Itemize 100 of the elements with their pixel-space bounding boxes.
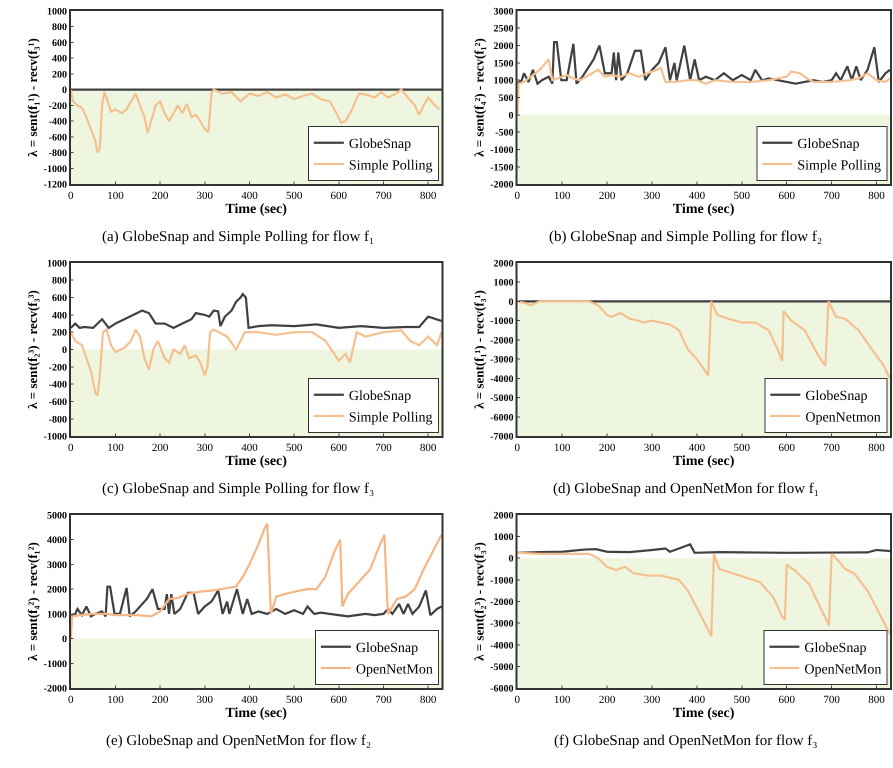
x-tick-label: 800 [868,442,886,454]
y-tick-label: 5000 [47,510,68,522]
y-axis-title: λ = sent(f₁¹) - recv(f₃¹) [472,290,487,409]
x-tick-label: 200 [598,442,616,454]
y-tick-label: 3000 [494,6,514,18]
y-tick-label: -2000 [490,180,514,191]
line-series [517,543,890,554]
legend-label: OpenNetMon [804,662,882,678]
legend-label: Simple Polling [348,158,432,174]
x-tick-label: 100 [107,442,124,454]
y-tick-label: 800 [52,276,68,287]
y-tick-label: -800 [48,148,68,160]
y-tick-label: -5000 [490,662,514,673]
y-tick-label: 2000 [494,258,514,270]
legend-label: GlobeSnap [805,389,868,404]
y-tick-label: -1000 [490,145,514,156]
y-tick-label: 1000 [494,532,514,544]
x-tick-label: 700 [375,442,392,454]
y-axis-title: λ = sent(f₄²) - recv(f₁²) [472,38,487,157]
x-tick-label: 200 [598,694,616,706]
x-tick-label: 500 [286,190,303,202]
x-tick-label: 400 [688,442,706,454]
x-tick-label: 700 [375,694,392,706]
y-tick-label: 1000 [47,6,68,18]
y-tick-label: -3000 [490,618,514,630]
legend-label: Simple Polling [348,410,432,426]
x-tick-label: 300 [644,694,661,706]
x-tick-label: 300 [196,694,214,706]
legend-label: GlobeSnap [797,137,860,152]
x-axis-title: Time (sec) [672,202,735,218]
x-tick-label: 100 [554,190,571,202]
y-tick-label: 2000 [47,584,68,596]
y-tick-label: -600 [48,132,68,144]
y-tick-label: -1000 [44,432,68,443]
x-tick-label: 500 [286,442,303,454]
text: (b) GlobeSnap and Simple Polling for flow f₂ [549,229,822,245]
y-tick-label: 0 [62,634,68,646]
x-axis-title: Time (sec) [225,706,288,722]
y-tick-label: 800 [52,22,68,34]
x-tick-label: 100 [554,694,571,706]
y-tick-label: -2000 [490,335,514,346]
x-tick-label: 200 [152,442,169,454]
x-tick-label: 100 [107,190,124,202]
y-tick-label: 3000 [47,560,68,571]
x-tick-label: 700 [375,190,392,202]
y-tick-label: -200 [48,362,68,374]
x-tick-label: 300 [196,190,214,202]
x-tick-label: 800 [420,190,437,202]
x-tick-label: 800 [420,694,437,706]
text: (a) GlobeSnap and Simple Polling for flow f₁ [102,229,374,245]
y-tick-label: 0 [508,554,514,565]
y-tick-label: 500 [498,93,514,104]
y-tick-label: -2000 [490,597,514,608]
y-tick-label: 0 [508,296,514,308]
text: (d) GlobeSnap and OpenNetMon for flow f₁ [553,481,820,497]
y-tick-label: -1000 [490,316,514,328]
line-series [517,300,890,380]
y-tick-label: 2000 [494,510,514,522]
y-tick-label: 1000 [47,609,68,620]
x-tick-label: 600 [330,694,348,706]
y-tick-label: -7000 [490,432,514,443]
line-series [70,522,442,640]
x-tick-label: 800 [420,442,437,454]
x-tick-label: 700 [823,694,840,706]
y-tick-label: -3000 [490,354,514,366]
x-tick-label: 200 [152,694,169,706]
y-tick-label: -4000 [490,640,514,652]
y-tick-label: -2000 [44,684,68,695]
y-tick-label: -5000 [490,393,514,404]
y-tick-label: 1000 [494,278,514,289]
y-tick-label: 1000 [494,76,514,87]
y-tick-label: 2500 [494,24,514,35]
line-series [517,40,890,85]
y-tick-label: -400 [48,380,68,391]
text: (e) GlobeSnap and OpenNetMon for flow f₂ [106,733,372,749]
legend-label: GlobeSnap [348,137,412,152]
x-tick-label: 400 [241,190,258,202]
y-tick-label: -500 [495,128,514,139]
x-tick-label: 200 [598,190,616,202]
y-axis-title: λ = sent(f₁¹) - recv(f₃¹) [25,38,40,157]
legend-label: OpenNetmon [805,410,881,426]
y-tick-label: -6000 [490,684,514,695]
x-tick-label: 300 [644,442,661,454]
legend-label: Simple Polling [797,158,881,174]
line-series [70,292,442,329]
y-axis-title: λ = sent(f₄²) - recv(f₁²) [25,542,40,661]
legend-label: GlobeSnap [356,641,418,656]
x-tick-label: 400 [241,442,258,454]
line-series [517,58,890,116]
line-series [517,552,890,638]
x-tick-label: 800 [868,694,886,706]
y-tick-label: 2000 [494,41,514,52]
x-axis-title: Time (sec) [672,706,735,722]
y-tick-label: 400 [52,54,68,65]
x-tick-label: 600 [330,190,348,202]
line-series [70,586,442,618]
x-tick-label: 800 [868,190,886,202]
y-tick-label: -1000 [44,658,68,670]
x-axis-title: Time (sec) [672,454,735,470]
x-tick-label: 300 [196,442,214,454]
